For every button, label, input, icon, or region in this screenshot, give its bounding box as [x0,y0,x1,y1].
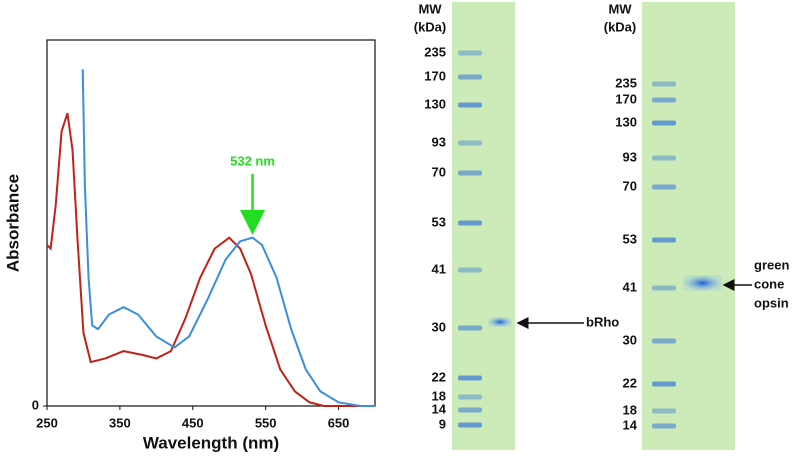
sample-band [683,275,722,291]
sample-label: green [754,257,789,272]
ladder-band [458,325,482,331]
ladder-band [652,184,676,190]
gel-header: MW [608,1,632,16]
x-tick-label: 250 [36,415,58,430]
x-tick-label: 450 [182,415,204,430]
ladder-band [458,140,482,146]
ladder-band [458,170,482,176]
x-tick-label: 550 [255,415,277,430]
marker-label: 18 [432,388,446,403]
marker-label: 170 [424,68,446,83]
y-axis-label: Absorbance [3,174,22,272]
spectrum-line [46,112,375,407]
ladder-band [652,120,676,126]
marker-label: 14 [623,417,638,432]
gel-header: MW [418,1,442,16]
ladder-band [458,220,482,226]
marker-label: 18 [623,402,637,417]
ladder-band [652,81,676,87]
ladder-band [458,50,482,56]
ladder-band [458,394,482,400]
plot-frame [46,39,376,407]
marker-label: 30 [623,332,637,347]
marker-label: 9 [439,416,446,431]
marker-label: 93 [432,134,446,149]
ladder-band [652,423,676,429]
ladder-band [652,381,676,387]
marker-label: 22 [432,369,446,384]
gel [452,2,515,450]
marker-label: 30 [432,319,446,334]
marker-label: 130 [424,96,446,111]
ladder-band [652,237,676,243]
marker-label: 235 [424,44,446,59]
marker-label: 235 [615,75,637,90]
marker-label: 41 [432,261,446,276]
sample-band [488,317,512,327]
ladder-band [652,97,676,103]
ladder-band [458,102,482,108]
marker-label: 53 [432,214,446,229]
x-tick-label: 350 [109,415,131,430]
sample-label: cone [754,276,784,291]
ladder-band [458,422,482,428]
x-axis-label: Wavelength (nm) [143,433,279,452]
ladder-band [652,155,676,161]
marker-label: 22 [623,375,637,390]
annotation: 532 nm [230,153,275,168]
y-tick-label: 0 [32,397,39,412]
marker-label: 130 [615,114,637,129]
marker-label: 70 [432,164,446,179]
ladder-band [458,375,482,381]
ladder-band [458,407,482,413]
marker-label: 93 [623,149,637,164]
marker-label: 170 [615,91,637,106]
ladder-band [652,338,676,344]
ladder-band [652,408,676,414]
marker-label: 14 [432,401,447,416]
spectrum-line [81,69,375,407]
marker-label: 41 [623,279,637,294]
gel-header: (kDa) [414,19,447,34]
ladder-band [458,74,482,80]
sample-label: opsin [754,295,789,310]
gel [642,2,735,450]
ladder-band [458,267,482,273]
gel-header: (kDa) [604,19,637,34]
sample-label: bRho [586,314,619,329]
ladder-band [652,285,676,291]
marker-label: 70 [623,178,637,193]
x-tick-label: 650 [328,415,350,430]
marker-label: 53 [623,231,637,246]
